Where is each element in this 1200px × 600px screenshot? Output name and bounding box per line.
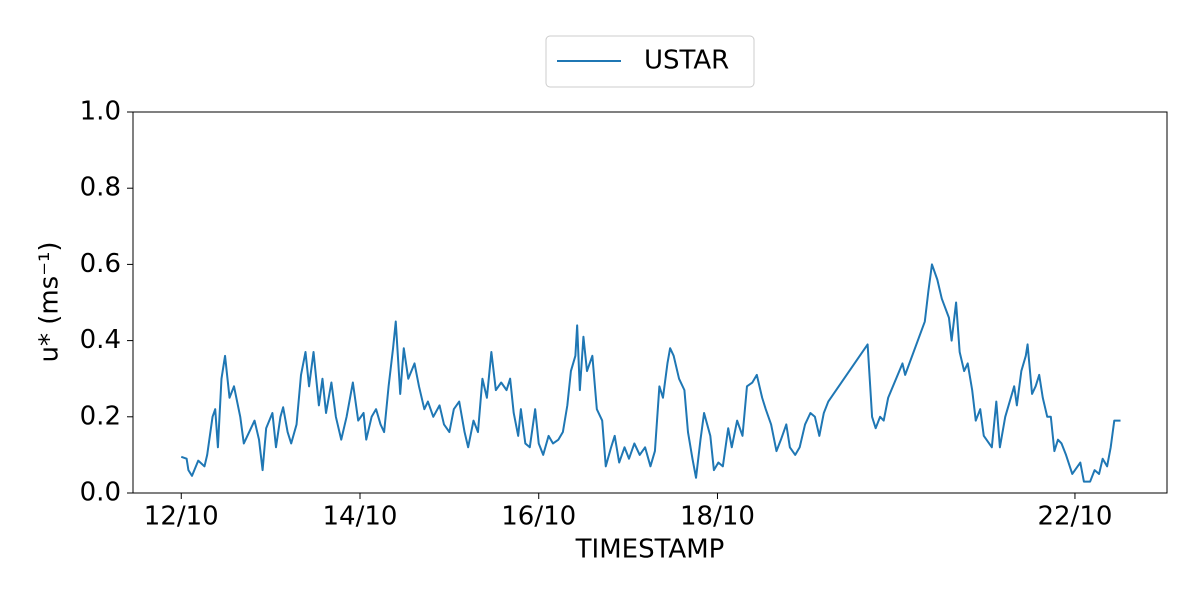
x-tick-label: 14/10 [323,502,398,532]
x-tick-label: 16/10 [501,502,576,532]
x-tick-label: 12/10 [144,502,219,532]
x-axis-label: TIMESTAMP [575,535,725,565]
legend-label: USTAR [644,46,729,76]
y-axis-label: u* (ms⁻¹) [35,241,65,362]
x-tick-label: 18/10 [680,502,755,532]
legend: USTAR [545,35,755,88]
legend-box [545,35,755,88]
y-tick-label: 1.0 [80,97,121,127]
x-tick-label: 22/10 [1037,502,1112,532]
y-tick-label: 0.4 [80,325,121,355]
y-tick-label: 0.8 [80,173,121,203]
y-tick-label: 0.2 [80,401,121,431]
data-line [180,263,1121,483]
y-tick-label: 0.0 [80,478,121,508]
plot-frame [132,111,1168,494]
y-tick-label: 0.6 [80,249,121,279]
